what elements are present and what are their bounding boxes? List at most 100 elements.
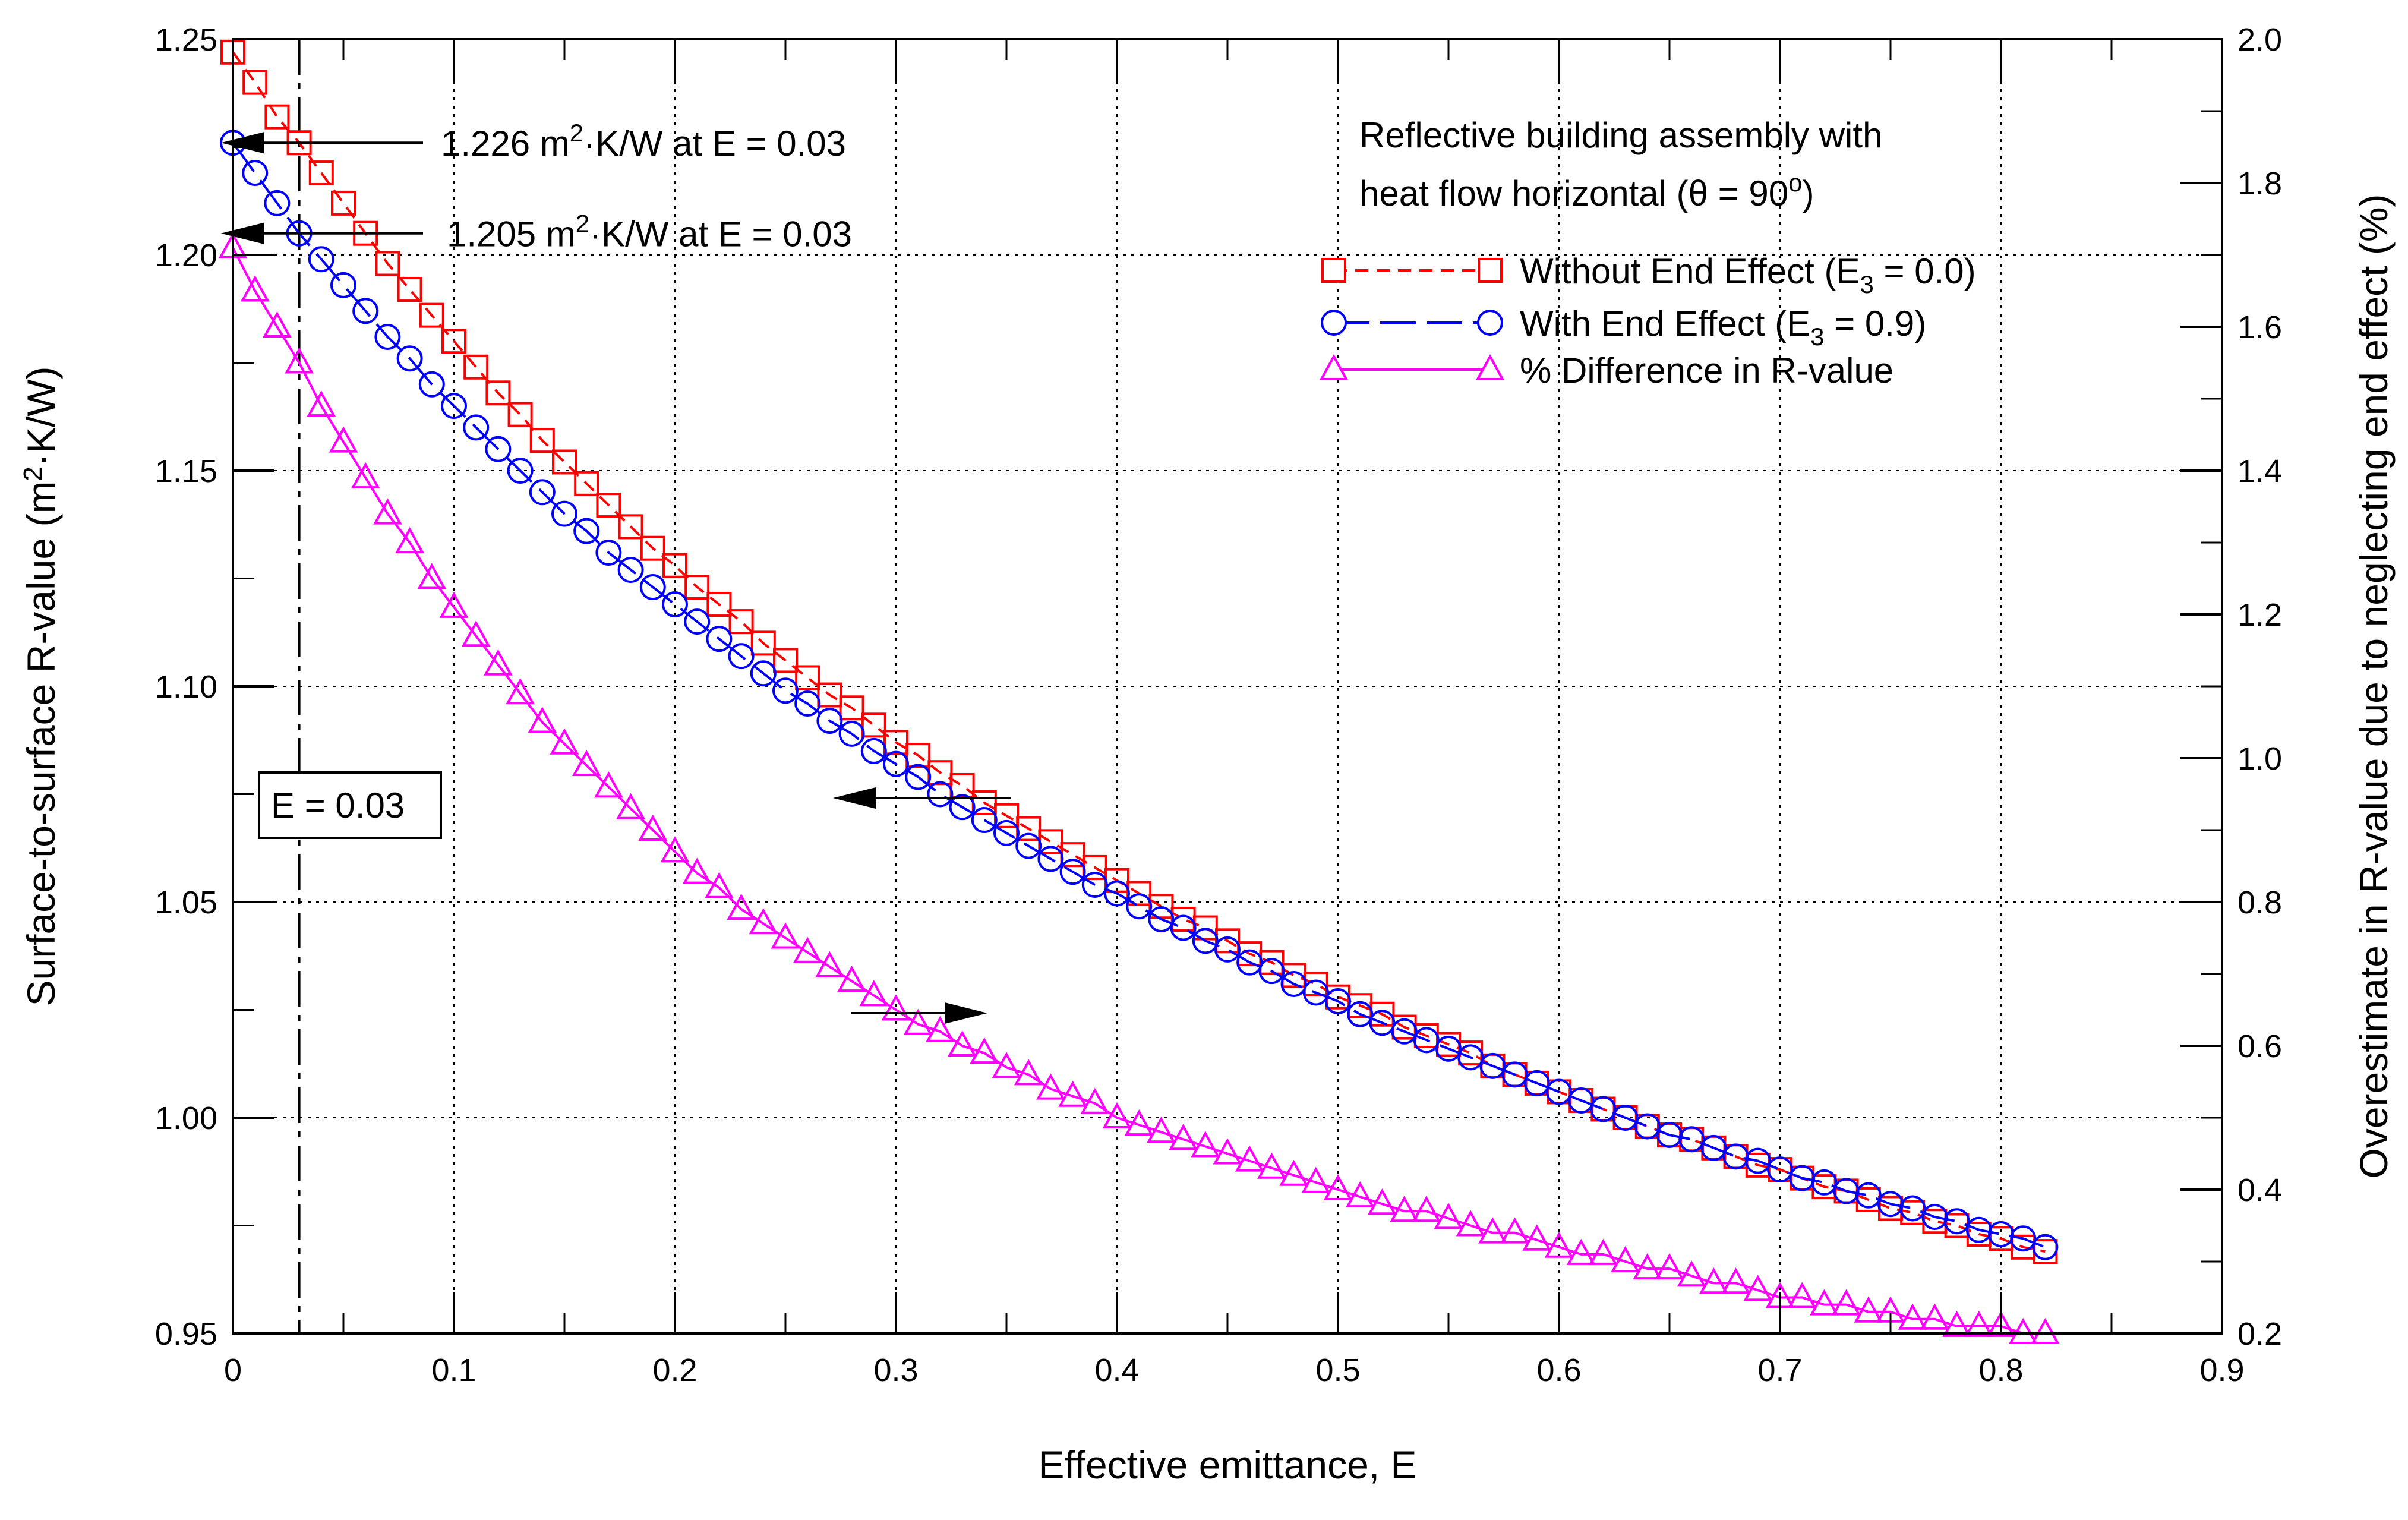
data-point-triangle: [484, 649, 513, 676]
data-point-triangle: [1345, 1181, 1375, 1208]
right-y-tick-label: 1.4: [2237, 453, 2282, 489]
data-point-triangle: [572, 749, 601, 777]
data-point-square: [441, 329, 466, 354]
data-point-circle: [927, 781, 954, 808]
legend-label: % Difference in R-value: [1520, 351, 1893, 390]
x-tick-label: 0: [224, 1352, 242, 1388]
data-point-triangle: [461, 620, 491, 647]
data-point-square: [264, 104, 290, 130]
data-point-circle: [1302, 979, 1329, 1006]
data-point-circle: [883, 750, 909, 777]
data-point-square: [552, 449, 577, 475]
data-point-circle: [1700, 1134, 1727, 1161]
data-point-triangle: [1964, 1310, 1994, 1337]
data-point-triangle: [506, 677, 535, 705]
data-point-circle: [573, 518, 600, 544]
data-point-circle: [662, 591, 688, 618]
data-point-circle: [1523, 1070, 1550, 1096]
data-point-circle: [485, 436, 512, 462]
data-point-triangle: [307, 390, 336, 417]
data-point-triangle: [1986, 1310, 2016, 1337]
data-point-circle: [507, 458, 534, 484]
right-y-tick-label: 1.0: [2237, 741, 2282, 777]
data-point-circle: [684, 608, 711, 635]
legend-label-text: With End Effect (E: [1520, 304, 1810, 343]
right-y-tick-label: 0.4: [2237, 1172, 2282, 1208]
data-point-circle: [1546, 1078, 1572, 1105]
r-value-label-1226-sup: 2: [570, 119, 583, 147]
data-point-triangle: [903, 1008, 933, 1035]
axes-layer: [232, 38, 2223, 1335]
legend: Without End Effect (E3 = 0.0) With End Ef…: [1319, 251, 1976, 390]
legend-marker-square: [1478, 258, 1503, 283]
data-point-triangle: [682, 857, 712, 884]
legend-label-text: Without End Effect (E: [1520, 251, 1860, 291]
arrow-r-value-1205-head: [221, 222, 264, 244]
x-tick-label: 0.2: [652, 1352, 697, 1388]
data-point-square: [529, 428, 555, 453]
assembly-note-line2-text: heat flow horizontal (θ = 90: [1359, 174, 1788, 213]
r-value-label-1205-sup: 2: [576, 210, 589, 238]
data-point-square: [574, 471, 599, 496]
data-point-square: [728, 609, 754, 635]
data-point-circle: [1104, 880, 1130, 907]
data-point-triangle: [1080, 1087, 1110, 1114]
grid-layer: [233, 39, 2222, 1333]
data-point-circle: [728, 643, 755, 670]
data-point-circle: [1568, 1087, 1595, 1114]
right-y-tick-label: 2.0: [2237, 22, 2282, 58]
data-point-square: [308, 160, 334, 186]
legend-label-tail: = 0.9): [1824, 304, 1926, 343]
x-tick-label: 0.8: [1978, 1352, 2023, 1388]
data-point-triangle: [1854, 1296, 1883, 1323]
data-point-circle: [1148, 906, 1175, 933]
data-point-circle: [706, 626, 733, 652]
data-point-triangle: [417, 563, 447, 589]
plot-frame: [232, 38, 2223, 1335]
data-point-triangle: [1699, 1267, 1728, 1294]
data-point-triangle: [263, 311, 292, 338]
data-point-circle: [1059, 859, 1086, 885]
data-point-triangle: [1721, 1267, 1750, 1294]
data-point-circle: [860, 737, 887, 764]
data-point-triangle: [837, 965, 866, 992]
data-point-triangle: [1058, 1080, 1087, 1107]
legend-label-tail: = 0.0): [1874, 251, 1976, 291]
assembly-note-line1: Reflective building assembly with: [1359, 115, 1882, 155]
data-point-triangle: [1566, 1238, 1596, 1265]
data-point-triangle: [1898, 1303, 1927, 1330]
arrow-layer: [221, 132, 1011, 1024]
data-point-triangle: [439, 591, 469, 618]
r-value-label-1205-pre: 1.205 m: [447, 215, 576, 254]
right-y-tick-label: 0.6: [2237, 1029, 2282, 1064]
data-point-circle: [1479, 1052, 1506, 1079]
data-point-square: [331, 190, 356, 216]
data-point-circle: [1988, 1221, 2014, 1248]
legend-marker-triangle: [1319, 354, 1349, 380]
data-point-circle: [1258, 958, 1285, 985]
data-point-circle: [308, 246, 334, 273]
data-point-square: [242, 70, 268, 95]
data-point-triangle: [1633, 1253, 1662, 1280]
data-point-triangle: [1169, 1124, 1198, 1150]
data-point-square: [397, 277, 422, 302]
data-point-circle: [264, 190, 291, 216]
legend-label: Without End Effect (E3 = 0.0): [1520, 251, 1976, 298]
data-point-triangle: [373, 498, 402, 525]
data-point-triangle: [1920, 1303, 1949, 1330]
series-line-triangle: [232, 247, 2046, 1335]
data-point-triangle: [1942, 1310, 1971, 1337]
data-point-circle: [816, 708, 843, 734]
x-tick-label: 0.4: [1094, 1352, 1139, 1388]
left-y-tick-label: 1.00: [155, 1100, 217, 1136]
data-point-circle: [949, 794, 976, 821]
data-point-triangle: [240, 275, 270, 302]
left-y-tick-label: 1.15: [155, 453, 217, 489]
r-value-label-1226: 1.226 m2·K/W at E = 0.03: [441, 119, 846, 163]
data-point-triangle: [815, 951, 844, 977]
data-point-circle: [374, 323, 401, 350]
data-point-circle: [396, 345, 423, 372]
data-point-square: [662, 553, 687, 578]
data-point-circle: [794, 690, 821, 717]
left-y-tick-label: 1.20: [155, 238, 217, 273]
